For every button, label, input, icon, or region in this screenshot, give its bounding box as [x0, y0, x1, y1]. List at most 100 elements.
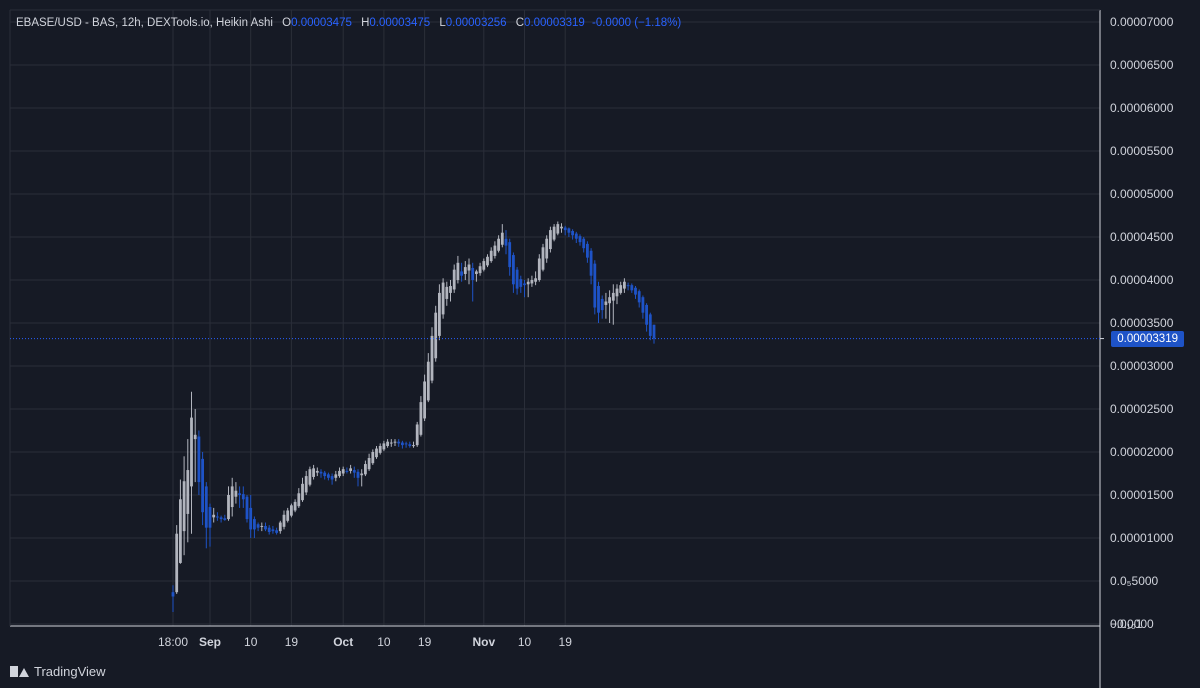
- candle-body-down: [652, 324, 656, 339]
- high-value: 0.00003475: [369, 17, 431, 29]
- candle-body-down: [208, 507, 212, 528]
- y-tick-label: 0.0₁₀1: [1110, 617, 1143, 631]
- candle-body-up: [560, 226, 563, 229]
- candle-body-up: [334, 474, 338, 478]
- candle-body-up: [182, 481, 186, 532]
- candle-body-down: [641, 297, 645, 313]
- candle-body-down: [256, 524, 260, 528]
- x-tick-label: Oct: [333, 635, 353, 649]
- candle-body-up: [611, 292, 615, 301]
- change-value: -0.0000 (−1.18%): [592, 17, 682, 29]
- open-value: 0.00003475: [291, 17, 352, 29]
- candle-body-down: [253, 519, 256, 530]
- candle-body-up: [278, 522, 282, 532]
- candle-body-down: [626, 285, 630, 287]
- y-tick-label: 0.00007000: [1110, 15, 1174, 29]
- high-label: H: [361, 17, 370, 29]
- candle-body-down: [323, 472, 327, 477]
- candle-body-up: [419, 402, 423, 435]
- candle-body-down: [401, 442, 404, 446]
- candle-body-down: [582, 238, 586, 249]
- candle-body-up: [489, 250, 493, 262]
- candle-body-up: [423, 381, 426, 419]
- candle-body-down: [634, 287, 637, 295]
- candle-body-down: [404, 443, 408, 445]
- x-tick-label: Nov: [472, 635, 495, 649]
- candle-body-up: [227, 495, 230, 520]
- candle-body-up: [463, 267, 467, 274]
- candle-body-up: [386, 441, 389, 446]
- candle-body-up: [456, 262, 460, 280]
- y-tick-label: 0.00003000: [1110, 359, 1174, 373]
- y-tick-label: 0.00001000: [1110, 531, 1174, 545]
- y-tick-label: 0.00001500: [1110, 488, 1174, 502]
- open-label: O: [282, 17, 292, 29]
- candle-body-down: [345, 470, 349, 472]
- candle-body-down: [204, 486, 208, 528]
- y-tick-label: 0.00005500: [1110, 144, 1174, 158]
- candle-body-down: [645, 304, 648, 325]
- candle-body-up: [482, 261, 486, 270]
- candle-body-up: [438, 292, 441, 336]
- candle-body-down: [275, 530, 278, 533]
- candle-body-up: [367, 458, 371, 470]
- candle-body-up: [297, 493, 301, 507]
- candle-body-down: [241, 494, 245, 500]
- candle-body-down: [597, 286, 600, 313]
- candle-body-up: [452, 269, 456, 290]
- brand-label: TradingView: [34, 664, 106, 679]
- candle-body-down: [319, 471, 323, 474]
- y-tick-label: 0.00002500: [1110, 402, 1174, 416]
- candle-body-up: [441, 282, 445, 315]
- candle-body-up: [260, 525, 264, 527]
- candle-body-up: [478, 266, 482, 274]
- candle-body-up: [175, 533, 179, 593]
- candle-body-down: [600, 298, 604, 311]
- y-tick-label: 0.00004500: [1110, 230, 1174, 244]
- candle-body-down: [563, 227, 567, 231]
- candle-body-down: [271, 529, 275, 532]
- candle-body-up: [389, 442, 393, 444]
- candle-body-down: [201, 458, 204, 513]
- candle-body-up: [378, 445, 382, 453]
- candle-body-up: [426, 361, 430, 401]
- candle-body-up: [186, 470, 190, 514]
- symbol-label: EBASE/USD - BAS, 12h, DEXTools.io, Heiki…: [16, 17, 273, 29]
- candle-body-up: [212, 514, 216, 518]
- candle-body-up: [375, 448, 378, 458]
- candle-body-down: [519, 279, 523, 287]
- candle-body-up: [619, 285, 623, 293]
- candle-body-up: [190, 417, 193, 487]
- candle-body-up: [230, 486, 234, 508]
- y-tick-label: 0.00004000: [1110, 273, 1174, 287]
- candle-body-up: [312, 468, 315, 477]
- candle-body-down: [515, 269, 519, 289]
- candle-body-up: [338, 470, 341, 477]
- candle-body-up: [360, 473, 364, 476]
- candle-body-up: [349, 468, 352, 471]
- candle-body-down: [171, 592, 175, 597]
- candle-body-up: [623, 281, 626, 289]
- candle-body-up: [179, 499, 182, 563]
- candle-body-up: [534, 278, 537, 282]
- candle-body-down: [523, 283, 526, 286]
- candle-body-up: [364, 464, 367, 475]
- candle-body-up: [293, 501, 297, 511]
- candle-body-up: [315, 470, 319, 473]
- close-label: C: [515, 17, 525, 29]
- candle-body-up: [467, 264, 471, 271]
- candle-body-down: [508, 242, 512, 268]
- candle-body-down: [267, 527, 271, 532]
- tradingview-logo[interactable]: TradingView: [10, 664, 106, 679]
- candle-body-down: [460, 271, 463, 276]
- candle-body-down: [352, 470, 356, 473]
- candle-body-up: [500, 232, 504, 245]
- candle-body-down: [238, 493, 241, 495]
- candle-body-up: [545, 238, 549, 259]
- candle-body-up: [497, 238, 500, 251]
- candle-body-down: [586, 243, 589, 258]
- candle-body-up: [526, 281, 530, 285]
